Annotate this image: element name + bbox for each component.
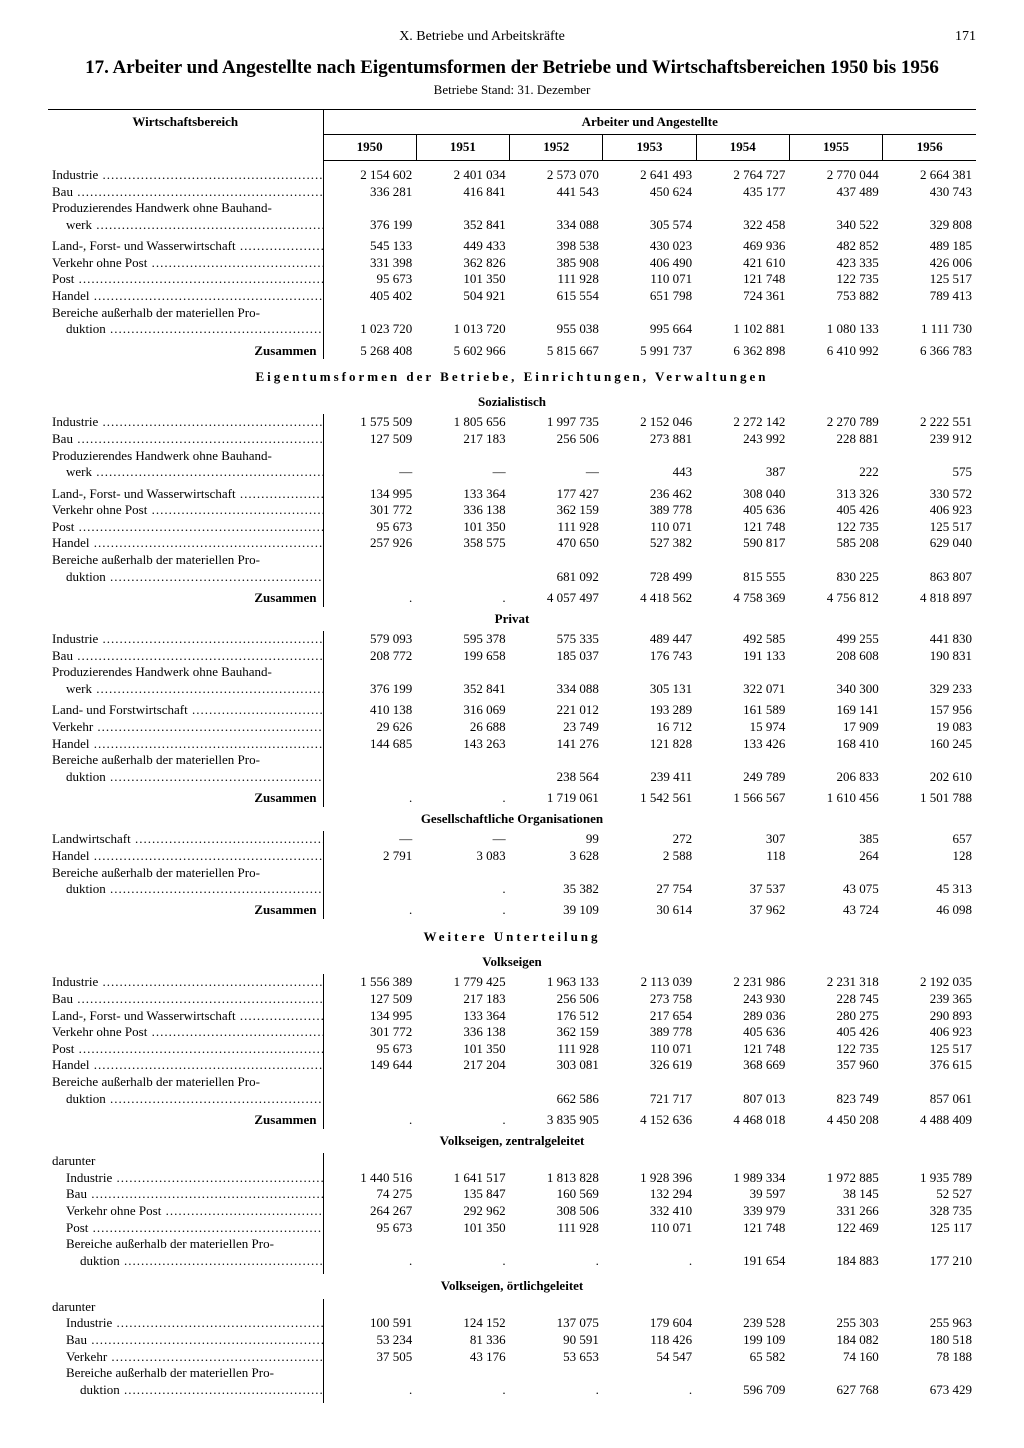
section-heading: Gesellschaftliche Organisationen (48, 807, 976, 832)
col-label-head: Wirtschaftsbereich (48, 109, 323, 160)
year-0: 1950 (323, 135, 416, 161)
section-heading: Weitere Unterteilung (48, 919, 976, 950)
year-5: 1955 (789, 135, 882, 161)
year-3: 1953 (603, 135, 696, 161)
subtitle: Betriebe Stand: 31. Dezember (48, 82, 976, 99)
year-6: 1956 (883, 135, 976, 161)
section-heading: Volkseigen, zentralgeleitet (48, 1129, 976, 1154)
section-heading: Volkseigen (48, 950, 976, 975)
year-4: 1954 (696, 135, 789, 161)
year-1: 1951 (416, 135, 509, 161)
section-heading: Volkseigen, örtlichgeleitet (48, 1274, 976, 1299)
section-header: X. Betriebe und Arbeitskräfte (48, 28, 916, 46)
page-title: 17. Arbeiter und Angestellte nach Eigent… (48, 56, 976, 80)
page-number: 171 (916, 28, 976, 46)
col-group-head: Arbeiter und Angestellte (323, 109, 976, 135)
section-heading: Privat (48, 607, 976, 632)
main-table: Wirtschaftsbereich Arbeiter und Angestel… (48, 109, 976, 1403)
section-heading: Sozialistisch (48, 390, 976, 415)
section-heading: Eigentumsformen der Betriebe, Einrichtun… (48, 359, 976, 390)
year-2: 1952 (510, 135, 603, 161)
